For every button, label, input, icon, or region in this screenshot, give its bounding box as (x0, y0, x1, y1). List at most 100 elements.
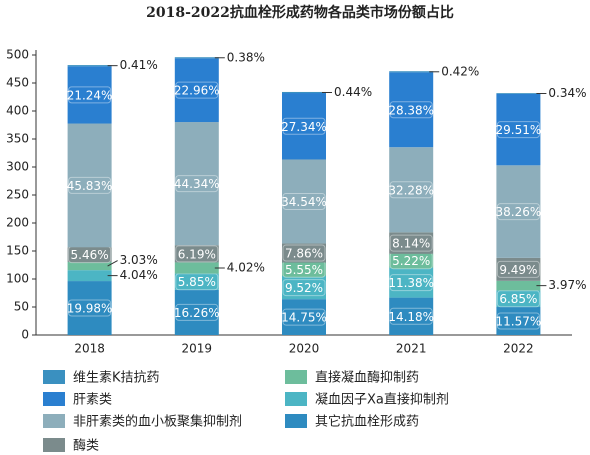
legend-swatch (43, 438, 65, 452)
bar-segment (67, 261, 112, 271)
y-tick-label: 250 (6, 188, 29, 202)
data-label: 28.38% (388, 103, 434, 117)
legend-label: 直接凝血酶抑制药 (315, 370, 419, 386)
x-tick-label: 2020 (289, 342, 320, 356)
y-tick-label: 450 (6, 76, 29, 90)
data-label: 0.38% (227, 50, 265, 64)
data-label: 19.98% (67, 302, 113, 316)
data-label: 32.28% (388, 183, 434, 197)
data-label: 3.97% (548, 278, 586, 292)
data-label: 4.02% (227, 261, 265, 275)
label-box (496, 203, 540, 221)
data-label: 0.34% (548, 86, 586, 100)
data-label: 6.19% (178, 247, 216, 261)
legend-label: 其它抗血栓形成药 (315, 414, 419, 430)
legend-label: 凝血因子Xa直接抑制剂 (315, 392, 449, 408)
y-tick-label: 200 (6, 216, 29, 230)
data-label: 0.42% (441, 64, 479, 78)
legend-swatch (43, 414, 65, 428)
data-label: 5.22% (392, 254, 430, 268)
legend-swatch (285, 414, 307, 428)
data-label: 38.26% (496, 205, 542, 219)
label-box (175, 303, 219, 321)
data-label: 5.85% (178, 275, 216, 289)
legend-swatch (43, 392, 65, 406)
x-tick-label: 2021 (396, 342, 427, 356)
data-label: 21.24% (67, 88, 113, 102)
y-tick-label: 350 (6, 132, 29, 146)
data-label: 4.04% (120, 268, 158, 282)
label-box (389, 181, 433, 199)
label-box (496, 121, 540, 139)
data-label: 14.75% (281, 311, 327, 325)
legend-swatch (285, 370, 307, 384)
legend-label: 维生素K拮抗药 (73, 371, 160, 386)
data-label: 7.86% (285, 246, 323, 260)
data-label: 9.49% (499, 263, 537, 277)
data-label: 3.03% (120, 253, 158, 267)
x-tick-label: 2019 (182, 342, 213, 356)
legend-label: 酶类 (73, 438, 99, 454)
label-box (175, 245, 219, 263)
bar-segment (496, 280, 541, 291)
chart-title: 2018-2022抗血栓形成药物各品类市场份额占比 (146, 4, 454, 21)
y-tick-label: 300 (6, 160, 29, 174)
data-label: 16.26% (174, 306, 220, 320)
data-label: 5.55% (285, 263, 323, 277)
legend-swatch (43, 370, 65, 384)
bar-segment (67, 270, 112, 282)
data-label: 45.83% (67, 179, 113, 193)
data-label: 6.85% (499, 292, 537, 306)
data-label: 29.51% (496, 123, 542, 137)
label-box (389, 307, 433, 325)
y-tick-label: 100 (6, 272, 29, 286)
bar-segment (496, 93, 541, 94)
label-box (496, 290, 540, 308)
label-box (389, 101, 433, 119)
data-label: 27.34% (281, 120, 327, 134)
bar-segment (389, 71, 434, 73)
leader-line (107, 260, 118, 267)
bar-segment (174, 57, 219, 59)
data-label: 0.44% (334, 85, 372, 99)
y-tick-label: 50 (14, 300, 29, 314)
label-box (389, 274, 433, 292)
data-label: 9.52% (285, 281, 323, 295)
bar-segment (67, 65, 112, 67)
y-tick-label: 400 (6, 104, 29, 118)
bar-segment (282, 91, 326, 94)
label-box (175, 175, 219, 193)
label-box (282, 308, 326, 326)
bar-segment (174, 262, 219, 274)
label-box (389, 234, 433, 252)
label-box (282, 244, 326, 262)
label-box (496, 260, 540, 278)
y-tick-label: 0 (21, 328, 29, 342)
data-label: 14.18% (388, 310, 434, 324)
label-box (68, 176, 112, 194)
label-box (282, 279, 326, 297)
label-box (68, 299, 112, 317)
data-label: 5.46% (71, 248, 109, 262)
label-box (175, 273, 219, 291)
data-label: 34.54% (281, 195, 327, 209)
legend-swatch (285, 392, 307, 406)
label-box (282, 117, 326, 135)
data-label: 22.96% (174, 84, 220, 98)
legend-label: 肝素类 (73, 393, 112, 408)
data-label: 11.38% (388, 276, 434, 290)
data-label: 44.34% (174, 177, 220, 191)
data-label: 8.14% (392, 237, 430, 251)
label-box (282, 192, 326, 210)
label-box (496, 312, 540, 330)
x-tick-label: 2018 (74, 342, 105, 356)
data-label: 0.41% (120, 58, 158, 72)
y-tick-label: 500 (6, 48, 29, 62)
label-box (175, 81, 219, 99)
data-label: 11.57% (496, 315, 542, 329)
y-tick-label: 150 (6, 244, 29, 258)
x-tick-label: 2022 (503, 342, 534, 356)
legend-label: 非肝素类的血小板聚集抑制剂 (73, 414, 242, 430)
label-box (68, 86, 112, 104)
